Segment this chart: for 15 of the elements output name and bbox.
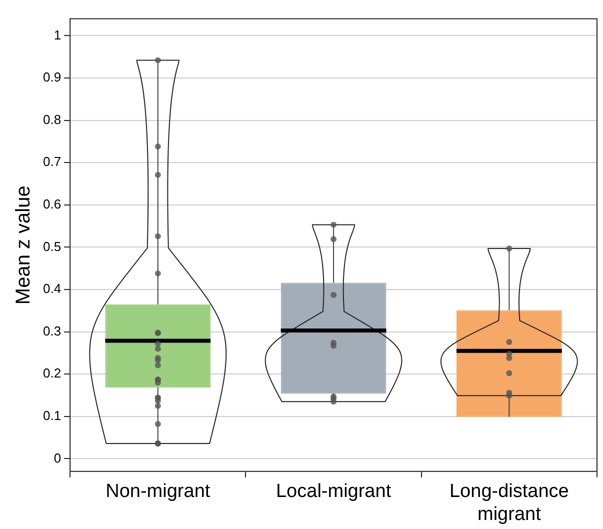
- y-tick-label: 0.9: [42, 70, 62, 85]
- y-tick-label: 0: [54, 450, 62, 466]
- y-tick-label: 1: [54, 27, 62, 42]
- y-tick-label: 0.3: [42, 323, 62, 338]
- y-tick-label: 0.4: [42, 281, 62, 296]
- y-tick-label: 0.7: [42, 154, 62, 170]
- y-tick-label: 0.2: [42, 366, 62, 381]
- y-tick-label: 0.1: [42, 408, 62, 423]
- y-tick-label: 0.6: [42, 196, 62, 212]
- y-tick-label: 0.5: [42, 238, 62, 254]
- x-tick-label: Long-distance migrant: [449, 481, 569, 525]
- x-tick-label: Local-migrant: [276, 481, 392, 502]
- y-tick-label: 0.8: [42, 112, 62, 127]
- x-tick-label: Non-migrant: [106, 481, 211, 502]
- y-axis-title: Mean z value: [12, 186, 35, 305]
